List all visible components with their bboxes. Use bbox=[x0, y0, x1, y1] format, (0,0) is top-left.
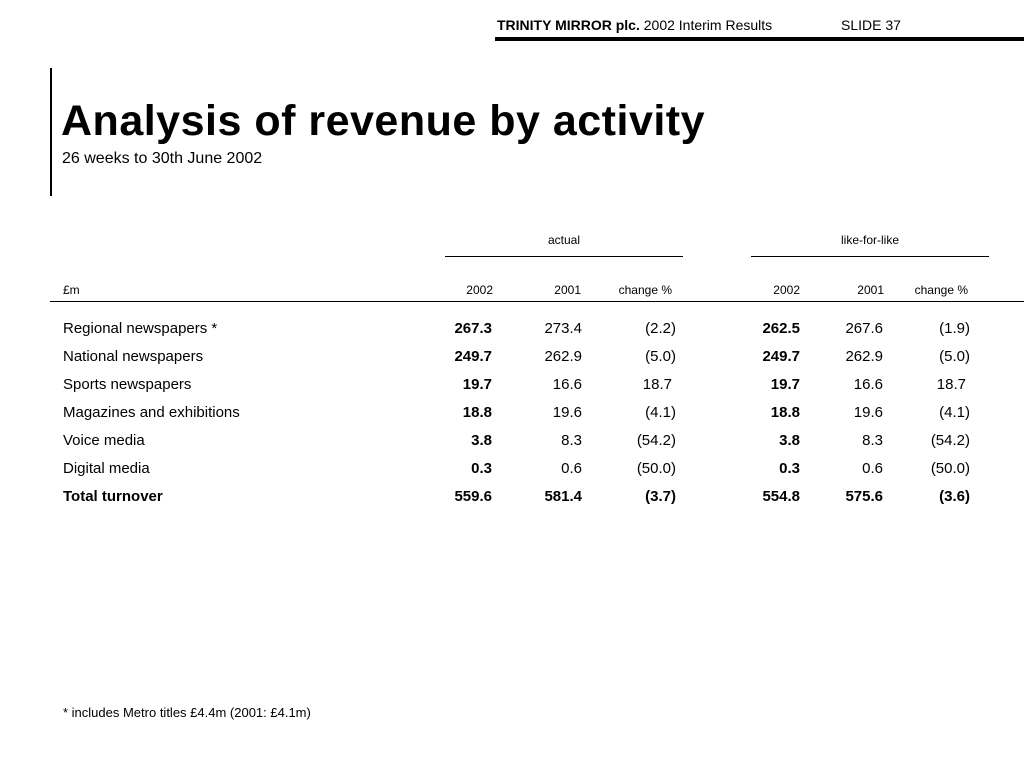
cell-actual-2002: 267.3 bbox=[454, 320, 492, 337]
table-row: Regional newspapers * 267.3 273.4 (2.2) … bbox=[0, 320, 1024, 342]
cell-actual-2001: 19.6 bbox=[552, 404, 582, 421]
cell-lfl-change: (54.2) bbox=[930, 432, 970, 449]
cell-lfl-change: (1.9) bbox=[939, 320, 970, 337]
cell-lfl-2001: 575.6 bbox=[845, 488, 883, 505]
cell-lfl-2001: 267.6 bbox=[845, 320, 883, 337]
cell-lfl-2002: 249.7 bbox=[762, 348, 800, 365]
cell-actual-2001: 581.4 bbox=[544, 488, 582, 505]
cell-actual-change: (5.0) bbox=[645, 348, 676, 365]
cell-lfl-2002: 3.8 bbox=[779, 432, 800, 449]
row-label: National newspapers bbox=[63, 348, 204, 365]
cell-actual-2002: 18.8 bbox=[462, 404, 492, 421]
row-label: Magazines and exhibitions bbox=[63, 404, 240, 421]
cell-actual-2001: 16.6 bbox=[552, 376, 582, 393]
cell-actual-2002: 249.7 bbox=[454, 348, 492, 365]
group-label-like-for-like: like-for-like bbox=[840, 233, 899, 247]
cell-lfl-change: (3.6) bbox=[939, 488, 970, 505]
group-rule-like-for-like bbox=[751, 256, 989, 257]
table-row: Digital media 0.3 0.6 (50.0) 0.3 0.6 (50… bbox=[0, 460, 1024, 482]
row-label: Sports newspapers bbox=[63, 376, 192, 393]
report-name: 2002 Interim Results bbox=[643, 17, 773, 33]
cell-actual-2001: 262.9 bbox=[544, 348, 582, 365]
company-name: TRINITY MIRROR plc. bbox=[497, 17, 640, 33]
cell-actual-change: (2.2) bbox=[645, 320, 676, 337]
row-label: Regional newspapers * bbox=[63, 320, 218, 337]
table-row: Sports newspapers 19.7 16.6 18.7 19.7 16… bbox=[0, 376, 1024, 398]
cell-lfl-2001: 8.3 bbox=[862, 432, 883, 449]
title-accent-bar bbox=[50, 68, 52, 196]
page-title: Analysis of revenue by activity bbox=[61, 97, 706, 145]
header-rule bbox=[495, 37, 1024, 41]
row-label: Voice media bbox=[63, 432, 145, 449]
cell-lfl-2002: 18.8 bbox=[770, 404, 800, 421]
table-row: National newspapers 249.7 262.9 (5.0) 24… bbox=[0, 348, 1024, 370]
group-label-actual: actual bbox=[547, 233, 581, 247]
cell-lfl-2002: 554.8 bbox=[762, 488, 800, 505]
cell-actual-2002: 559.6 bbox=[454, 488, 492, 505]
cell-actual-change: (3.7) bbox=[645, 488, 676, 505]
cell-lfl-2001: 262.9 bbox=[845, 348, 883, 365]
page-subtitle: 26 weeks to 30th June 2002 bbox=[62, 150, 263, 167]
col-head-lfl-change: change % bbox=[914, 283, 968, 297]
row-label: Digital media bbox=[63, 460, 150, 477]
cell-actual-2002: 3.8 bbox=[471, 432, 492, 449]
cell-actual-2001: 0.6 bbox=[561, 460, 582, 477]
cell-actual-2001: 273.4 bbox=[544, 320, 582, 337]
row-label: Total turnover bbox=[63, 488, 163, 505]
cell-actual-change: (54.2) bbox=[636, 432, 676, 449]
cell-actual-change: (50.0) bbox=[636, 460, 676, 477]
cell-actual-change: 18.7 bbox=[642, 376, 672, 393]
cell-lfl-2001: 0.6 bbox=[862, 460, 883, 477]
header-text: TRINITY MIRROR plc. 2002 Interim Results bbox=[497, 17, 772, 33]
cell-lfl-2001: 19.6 bbox=[853, 404, 883, 421]
footnote: * includes Metro titles £4.4m (2001: £4.… bbox=[63, 705, 311, 720]
cell-actual-2001: 8.3 bbox=[561, 432, 582, 449]
cell-actual-2002: 0.3 bbox=[471, 460, 492, 477]
cell-actual-2002: 19.7 bbox=[462, 376, 492, 393]
unit-label: £m bbox=[63, 283, 80, 297]
cell-lfl-change: (4.1) bbox=[939, 404, 970, 421]
table-row: Magazines and exhibitions 18.8 19.6 (4.1… bbox=[0, 404, 1024, 426]
cell-lfl-change: (5.0) bbox=[939, 348, 970, 365]
cell-lfl-2002: 262.5 bbox=[762, 320, 800, 337]
cell-lfl-change: 18.7 bbox=[936, 376, 966, 393]
group-rule-actual bbox=[445, 256, 683, 257]
col-head-actual-2001: 2001 bbox=[554, 283, 581, 297]
table-row: Voice media 3.8 8.3 (54.2) 3.8 8.3 (54.2… bbox=[0, 432, 1024, 454]
cell-lfl-2002: 0.3 bbox=[779, 460, 800, 477]
cell-lfl-2001: 16.6 bbox=[853, 376, 883, 393]
col-head-actual-2002: 2002 bbox=[466, 283, 493, 297]
col-head-lfl-2001: 2001 bbox=[857, 283, 884, 297]
cell-actual-change: (4.1) bbox=[645, 404, 676, 421]
cell-lfl-change: (50.0) bbox=[930, 460, 970, 477]
cell-lfl-2002: 19.7 bbox=[770, 376, 800, 393]
table-header-rule bbox=[50, 301, 1024, 302]
col-head-lfl-2002: 2002 bbox=[773, 283, 800, 297]
total-row: Total turnover 559.6 581.4 (3.7) 554.8 5… bbox=[0, 488, 1024, 510]
slide-number: SLIDE 37 bbox=[841, 17, 901, 33]
col-head-actual-change: change % bbox=[618, 283, 672, 297]
